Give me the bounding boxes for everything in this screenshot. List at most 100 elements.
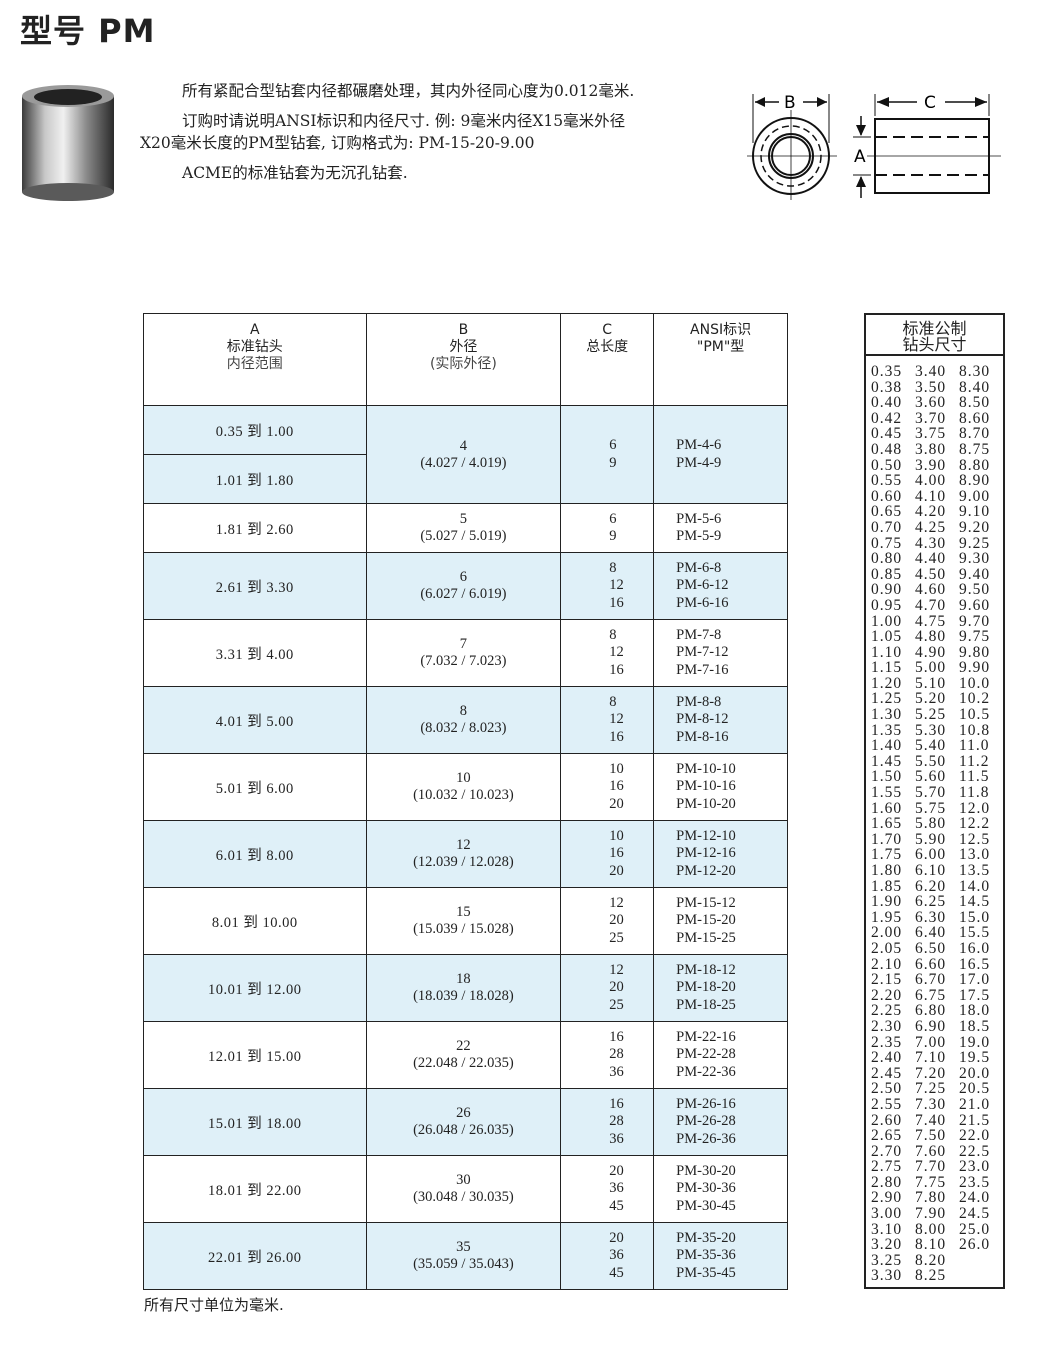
page-title: 型号 PM bbox=[20, 12, 156, 50]
drill-size-value: 1.60 bbox=[871, 799, 903, 817]
length-cell: 20 36 45 bbox=[560, 1155, 655, 1223]
drill-size-value: 21.0 bbox=[959, 1095, 991, 1113]
drill-size-value: 0.80 bbox=[871, 550, 903, 568]
cell-line: 10 bbox=[456, 770, 471, 786]
drill-size-value: 10.5 bbox=[959, 706, 991, 724]
drill-size-value: 12.2 bbox=[959, 815, 991, 833]
drill-size-value: 9.20 bbox=[959, 518, 991, 536]
drill-size-value: 8.30 bbox=[959, 363, 991, 380]
cell-line: 6.01 到 8.00 bbox=[215, 847, 294, 864]
drill-size-value: 20.0 bbox=[959, 1064, 991, 1082]
cell-line: 45 bbox=[609, 1197, 624, 1214]
drill-size-value: 10.2 bbox=[959, 690, 991, 708]
drill-size-value: 0.70 bbox=[871, 518, 903, 536]
drill-size-value: 6.00 bbox=[915, 846, 947, 864]
panel-title-line: 标准公制 bbox=[902, 319, 967, 338]
drill-range-cell: 0.35 到 1.00 bbox=[143, 405, 367, 455]
ansi-cell: PM-18-12 PM-18-20 PM-18-25 bbox=[653, 954, 788, 1022]
ansi-cell: PM-15-12 PM-15-20 PM-15-25 bbox=[653, 887, 788, 955]
cell-line: PM-6-12 bbox=[676, 577, 729, 594]
drill-size-value: 4.40 bbox=[915, 550, 947, 568]
ansi-cell: PM-30-20 PM-30-36 PM-30-45 bbox=[653, 1155, 788, 1223]
table-row: 0.35 到 1.00 4 (4.027 / 4.019) 6 9 PM-4-6 PM-4-… bbox=[143, 405, 788, 504]
drill-size-value: 4.90 bbox=[915, 643, 947, 661]
cell-line: 10 bbox=[609, 827, 624, 844]
drill-size-value: 3.25 bbox=[871, 1251, 903, 1269]
cell-line: 22 bbox=[456, 1038, 471, 1054]
drill-size-value: 6.30 bbox=[915, 908, 947, 926]
label-a: A bbox=[854, 147, 866, 167]
drill-size-value: 0.55 bbox=[871, 472, 903, 490]
cell-line: 8.01 到 10.00 bbox=[211, 914, 298, 931]
cell-line: 20 bbox=[609, 862, 624, 879]
drill-size-value: 2.45 bbox=[871, 1064, 903, 1082]
drill-size-value: 7.90 bbox=[915, 1205, 947, 1223]
drill-size-value: 3.70 bbox=[915, 409, 947, 427]
drill-size-value: 3.30 bbox=[871, 1267, 903, 1285]
drill-size-value: 13.5 bbox=[959, 862, 991, 879]
drill-size-value: 9.40 bbox=[959, 565, 991, 583]
drill-size-value: 5.75 bbox=[915, 799, 947, 817]
drill-size-value: 7.40 bbox=[915, 1111, 947, 1129]
drill-size-value: 1.15 bbox=[871, 659, 903, 677]
drill-size-value: 7.25 bbox=[915, 1080, 947, 1098]
cell-line: PM-6-8 bbox=[676, 559, 722, 576]
cell-line: PM-10-16 bbox=[676, 778, 736, 795]
drill-size-value: 1.40 bbox=[871, 737, 903, 755]
length-cell: 8 12 16 bbox=[560, 619, 655, 687]
drill-size-value: 5.80 bbox=[915, 815, 947, 833]
drill-size-value: 0.35 bbox=[871, 363, 903, 380]
drill-size-value: 0.85 bbox=[871, 565, 903, 583]
drill-size-value: 8.70 bbox=[959, 425, 991, 443]
cell-line: 7 bbox=[459, 636, 468, 652]
cell-line: 2.61 到 3.30 bbox=[215, 579, 294, 596]
cell-line: 12 bbox=[456, 837, 471, 853]
length-cell: 12 20 25 bbox=[560, 887, 655, 955]
header-letter: B bbox=[458, 322, 469, 338]
cell-line: PM-8-8 bbox=[676, 693, 722, 710]
drill-size-value: 1.90 bbox=[871, 893, 903, 911]
cell-line: PM-30-36 bbox=[676, 1180, 736, 1197]
panel-title-line: 钻头尺寸 bbox=[902, 335, 967, 354]
drill-size-value: 8.40 bbox=[959, 378, 991, 396]
drill-size-value: 7.80 bbox=[915, 1189, 947, 1207]
drill-size-value: 7.50 bbox=[915, 1127, 947, 1145]
label-c: C bbox=[924, 93, 936, 113]
cell-line: 20 bbox=[609, 1229, 624, 1246]
outer-diameter-cell: 6 (6.027 / 6.019) bbox=[365, 552, 562, 620]
cell-line: (26.048 / 26.035) bbox=[413, 1122, 514, 1138]
ansi-cell: PM-22-16 PM-22-28 PM-22-36 bbox=[653, 1021, 788, 1089]
drill-range-cell: 6.01 到 8.00 bbox=[143, 820, 367, 888]
drill-size-value: 5.10 bbox=[915, 674, 947, 692]
cell-line: PM-22-16 bbox=[676, 1028, 736, 1045]
label-b: B bbox=[784, 93, 796, 113]
cell-line: PM-18-12 bbox=[676, 961, 736, 978]
drill-size-value: 6.10 bbox=[915, 862, 947, 879]
drill-size-value: 5.50 bbox=[915, 752, 947, 770]
cell-line: PM-18-25 bbox=[676, 996, 736, 1013]
drill-size-value: 23.5 bbox=[959, 1173, 991, 1191]
cell-line: 18.01 到 22.00 bbox=[208, 1182, 302, 1199]
metric-drill-sizes-panel: 标准公制 钻头尺寸 0.35 0.38 0.40 0.42 0.45 0.48 0.50 0.… bbox=[864, 313, 1005, 1289]
cell-line: PM-26-36 bbox=[676, 1130, 736, 1147]
ansi-cell: PM-12-10 PM-12-16 PM-12-20 bbox=[653, 820, 788, 888]
cell-line: PM-7-8 bbox=[676, 626, 722, 643]
table-row: 15.01 到 18.00 26 (26.048 / 26.035) 16 28 36 PM… bbox=[143, 1088, 788, 1156]
drill-size-value: 0.90 bbox=[871, 581, 903, 599]
cell-line: PM-8-12 bbox=[676, 711, 729, 728]
drill-size-value: 4.75 bbox=[915, 612, 947, 630]
outer-diameter-cell: 12 (12.039 / 12.028) bbox=[365, 820, 562, 888]
cell-line: (18.039 / 18.028) bbox=[413, 988, 514, 1004]
drill-size-value: 6.60 bbox=[915, 955, 947, 973]
cell-line: PM-18-20 bbox=[676, 979, 736, 996]
cell-line: PM-12-20 bbox=[676, 862, 736, 879]
cell-line: 5.01 到 6.00 bbox=[215, 780, 294, 797]
drill-size-value: 4.60 bbox=[915, 581, 947, 599]
cell-line: 12 bbox=[609, 577, 624, 594]
table-row: 2.61 到 3.30 6 (6.027 / 6.019) 8 12 16 PM-6-8 PM… bbox=[143, 552, 788, 620]
drill-size-value: 21.5 bbox=[959, 1111, 991, 1129]
panel-title: 标准公制 钻头尺寸 bbox=[866, 315, 1003, 356]
drill-size-value: 17.0 bbox=[959, 971, 991, 989]
bushing-photo bbox=[22, 85, 114, 201]
